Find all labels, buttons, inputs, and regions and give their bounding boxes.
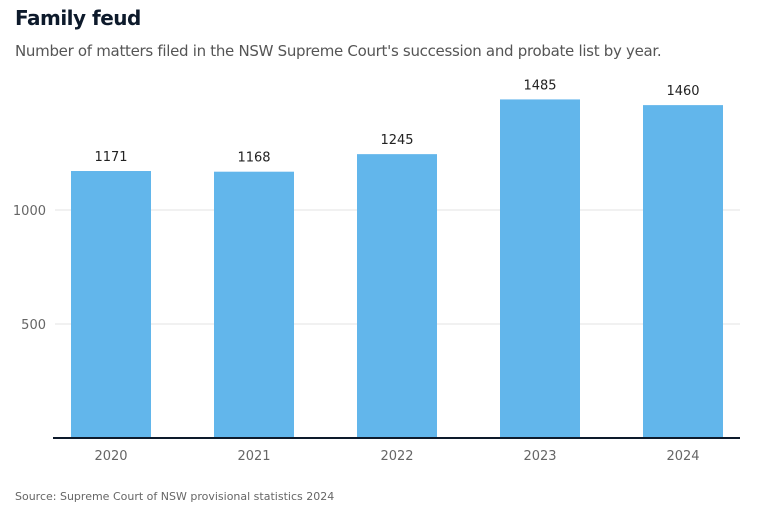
data-label: 1485	[523, 78, 556, 93]
data-label: 1168	[237, 151, 270, 166]
x-tick-label: 2022	[380, 449, 413, 464]
source-note: Source: Supreme Court of NSW provisional…	[15, 490, 335, 503]
bar-2020	[71, 171, 151, 438]
bar-2022	[357, 154, 437, 438]
bar-2024	[643, 105, 723, 439]
data-label: 1245	[380, 133, 413, 148]
y-tick-label: 500	[21, 318, 46, 333]
data-label: 1171	[94, 150, 127, 165]
bar-2023	[500, 99, 580, 439]
bar-2021	[214, 171, 294, 439]
data-label: 1460	[666, 84, 699, 99]
x-tick-label: 2024	[666, 449, 699, 464]
x-tick-label: 2020	[94, 449, 127, 464]
chart-subtitle: Number of matters filed in the NSW Supre…	[15, 42, 662, 60]
y-tick-label: 1000	[13, 204, 46, 219]
x-tick-label: 2023	[523, 449, 556, 464]
x-tick-label: 2021	[237, 449, 270, 464]
chart-title: Family feud	[15, 6, 141, 30]
